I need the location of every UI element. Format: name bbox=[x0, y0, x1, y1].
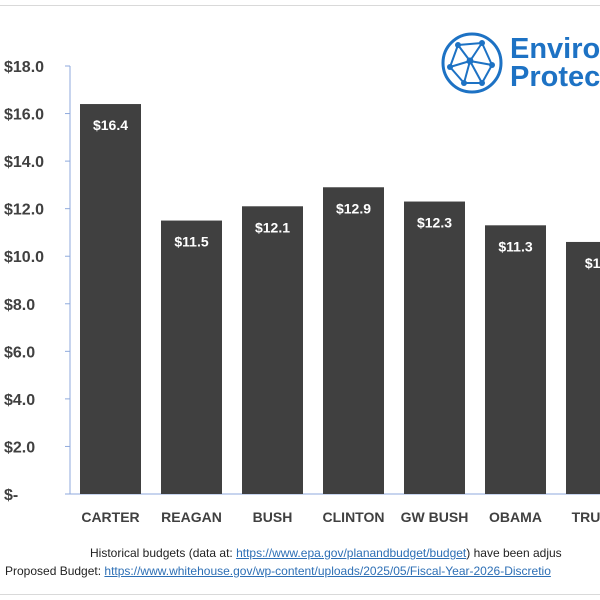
logo-line-1: Enviro bbox=[510, 33, 600, 65]
logo: Enviro Protec bbox=[441, 32, 600, 94]
top-border bbox=[0, 5, 600, 6]
y-tick-label: $12.0 bbox=[4, 202, 44, 219]
bar-trump bbox=[566, 241, 600, 494]
bar-obama bbox=[485, 225, 546, 495]
bar-bush bbox=[242, 206, 303, 495]
data-label: $11.3 bbox=[498, 238, 532, 254]
footnote-historical-text: Historical budgets (data at: bbox=[90, 546, 237, 560]
y-tick-label: $14.0 bbox=[4, 154, 44, 171]
data-label: $12.9 bbox=[336, 200, 371, 216]
data-labels: $16.4 $11.5 $12.1 $12.9 $12.3 $11.3 $10 bbox=[93, 117, 600, 271]
data-label: $12.3 bbox=[417, 215, 452, 231]
y-tick-label: $18.0 bbox=[4, 59, 44, 76]
category-label: GW BUSH bbox=[401, 509, 469, 525]
footnote-proposed-text: Proposed Budget: bbox=[5, 564, 105, 578]
data-label: $16.4 bbox=[93, 117, 128, 133]
category-label: REAGAN bbox=[161, 509, 222, 525]
bar-carter bbox=[80, 104, 141, 495]
category-label: CLINTON bbox=[323, 509, 385, 525]
y-tick-label: $8.0 bbox=[4, 297, 35, 314]
y-tick-label: $- bbox=[4, 487, 18, 504]
category-label: CARTER bbox=[81, 509, 139, 525]
category-labels: CARTER REAGAN BUSH CLINTON GW BUSH OBAMA TRUMP bbox=[81, 509, 600, 525]
y-tick-label: $6.0 bbox=[4, 344, 35, 361]
network-globe-icon bbox=[441, 32, 503, 94]
data-label: $10 bbox=[585, 255, 600, 271]
bar-clinton bbox=[323, 187, 384, 494]
logo-line-2: Protec bbox=[510, 61, 600, 93]
bar-chart: $- $2.0 $4.0 $6.0 $8.0 $10.0 $12.0 $14.0 $16.0 $1… bbox=[4, 32, 600, 525]
whitehouse-budget-link[interactable]: https://www.whitehouse.gov/wp-content/up… bbox=[104, 564, 551, 578]
bars bbox=[80, 104, 600, 495]
data-label: $12.1 bbox=[255, 219, 290, 235]
bar-reagan bbox=[161, 220, 222, 495]
data-label: $11.5 bbox=[174, 234, 208, 250]
y-tick-label: $10.0 bbox=[4, 249, 44, 266]
bottom-border bbox=[0, 594, 600, 595]
y-tick-label: $16.0 bbox=[4, 107, 44, 124]
footnote-historical-suffix: ) have been adjus bbox=[466, 546, 562, 560]
category-label: BUSH bbox=[253, 509, 293, 525]
bar-gw-bush bbox=[404, 201, 465, 495]
category-label: TRUMP bbox=[572, 509, 600, 525]
y-tick-label: $2.0 bbox=[4, 439, 35, 456]
category-label: OBAMA bbox=[489, 509, 542, 525]
footnote-proposed: Proposed Budget: https://www.whitehouse.… bbox=[5, 564, 551, 578]
footnote-historical: Historical budgets (data at: https://www… bbox=[90, 546, 562, 560]
y-tick-label: $4.0 bbox=[4, 392, 35, 409]
epa-budget-link[interactable]: https://www.epa.gov/planandbudget/budget bbox=[236, 546, 467, 560]
